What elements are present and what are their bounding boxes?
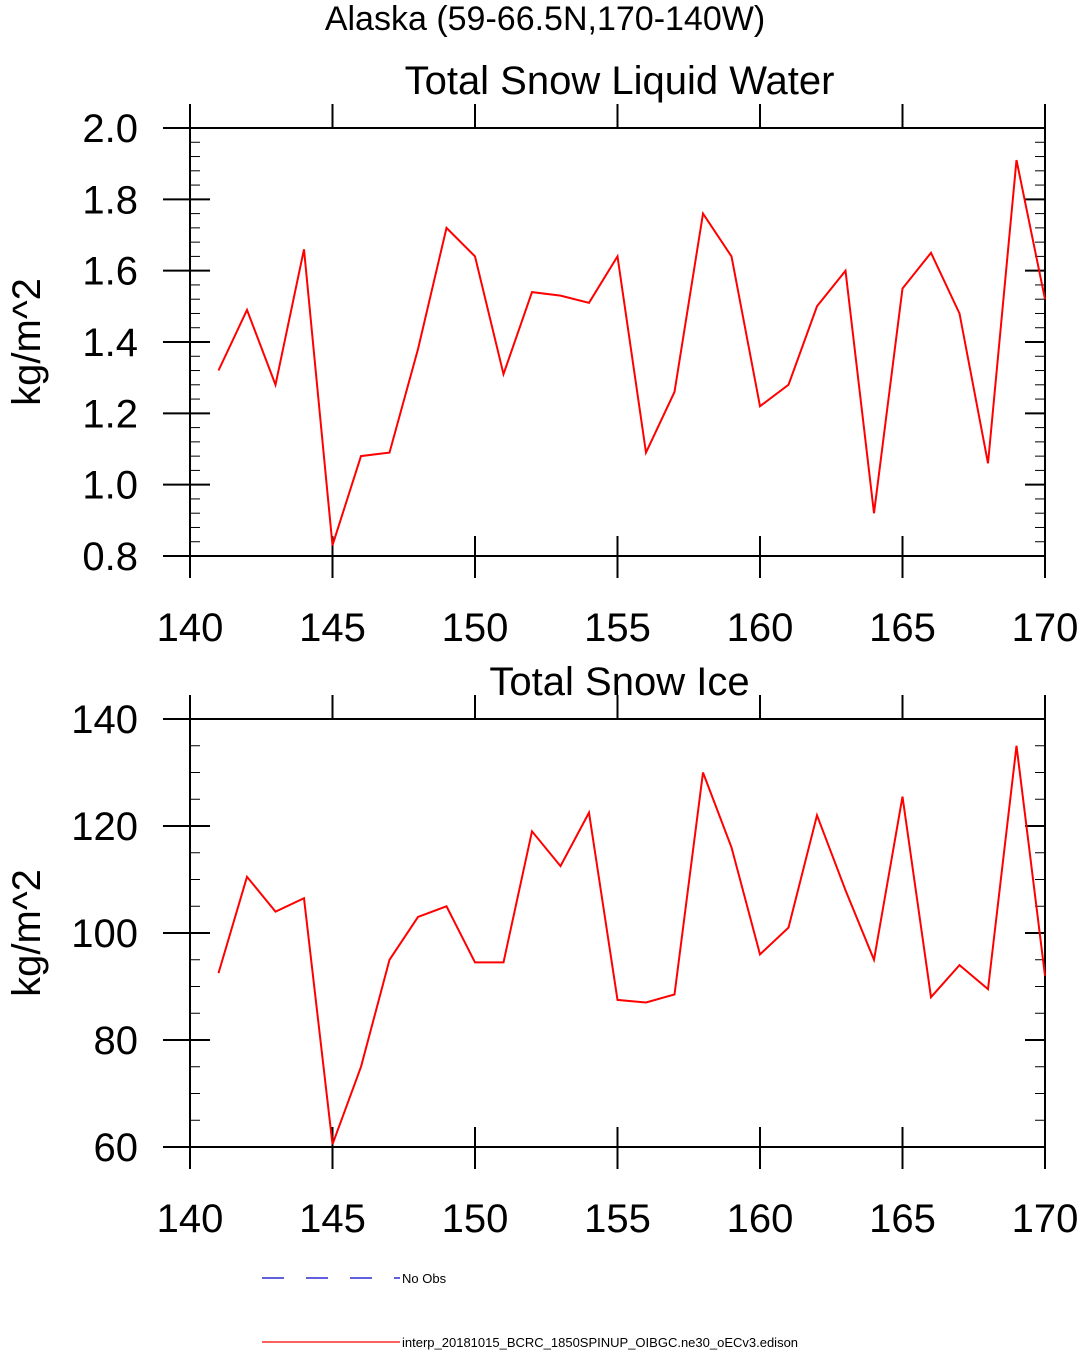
y-tick-label: 1.4: [82, 321, 138, 365]
legend-item-model-run: interp_20181015_BCRC_1850SPINUP_OIBGC.ne…: [262, 1335, 798, 1350]
figure-title: Alaska (59-66.5N,170-140W): [325, 0, 765, 38]
y-tick-label: 0.8: [82, 535, 138, 579]
x-tick-label: 165: [869, 606, 936, 650]
y-tick-label: 80: [94, 1019, 139, 1063]
x-tick-label: 155: [584, 1197, 651, 1241]
x-tick-label: 145: [299, 606, 366, 650]
x-tick-label: 155: [584, 606, 651, 650]
x-tick-label: 140: [157, 1197, 224, 1241]
y-axis-label: kg/m^2: [5, 278, 49, 406]
chart-panel-liquid-water: Total Snow Liquid Water 0.8 1.0 1.2 1.4 1.6 1.…: [5, 59, 1078, 650]
y-tick-label: 1.0: [82, 464, 138, 508]
series-line-0: [217, 745, 1046, 1145]
series-line-0: [217, 159, 1046, 546]
y-tick-label: 1.6: [82, 250, 138, 294]
y-tick-label: 60: [94, 1126, 139, 1170]
x-tick-label: 160: [727, 606, 794, 650]
x-tick-label: 150: [442, 1197, 509, 1241]
y-tick-label: 140: [71, 698, 138, 742]
legend-label-no-obs: No Obs: [402, 1271, 447, 1286]
legend-item-no-obs: No Obs: [262, 1271, 447, 1286]
plot-frame: [189, 127, 1046, 557]
x-tick-label: 160: [727, 1197, 794, 1241]
y-tick-label: 100: [71, 912, 138, 956]
chart-title: Total Snow Liquid Water: [405, 59, 835, 103]
x-tick-label: 170: [1012, 1197, 1079, 1241]
chart-title: Total Snow Ice: [489, 660, 749, 704]
legend: No Obs interp_20181015_BCRC_1850SPINUP_O…: [262, 1271, 798, 1350]
plot-frame: [189, 718, 1046, 1148]
x-tick-label: 140: [157, 606, 224, 650]
x-tick-label: 170: [1012, 606, 1079, 650]
x-tick-label: 150: [442, 606, 509, 650]
y-tick-label: 1.8: [82, 178, 138, 222]
y-tick-label: 1.2: [82, 392, 138, 436]
x-tick-label: 165: [869, 1197, 936, 1241]
x-tick-label: 145: [299, 1197, 366, 1241]
y-axis-label: kg/m^2: [5, 869, 49, 997]
y-tick-label: 2.0: [82, 107, 138, 151]
y-tick-label: 120: [71, 805, 138, 849]
chart-panel-snow-ice: Total Snow Ice 60 80 100 120 140 140 145 150 155 1…: [5, 660, 1078, 1241]
legend-label-model-run: interp_20181015_BCRC_1850SPINUP_OIBGC.ne…: [402, 1335, 798, 1350]
